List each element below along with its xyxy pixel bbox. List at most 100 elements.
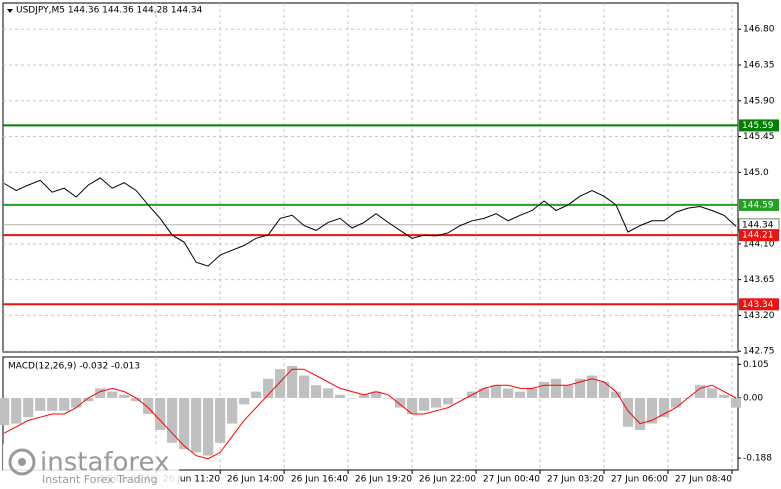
level-box — [739, 298, 779, 311]
y-tick-label: 145.45 — [743, 132, 775, 142]
current-price-label: 144.34 — [742, 220, 774, 230]
histogram-bar — [454, 397, 466, 399]
histogram-bar — [658, 397, 670, 418]
histogram-bar — [574, 378, 586, 398]
histogram-bar — [598, 381, 610, 398]
y-tick-label: 143.65 — [743, 275, 775, 285]
histogram-bar — [730, 397, 742, 408]
histogram-bar — [203, 397, 214, 456]
y-tick-label: 142.75 — [743, 347, 775, 357]
histogram-bar — [694, 385, 706, 398]
histogram-bar — [550, 378, 562, 398]
histogram-bar — [131, 397, 142, 402]
histogram-bar — [718, 394, 730, 398]
histogram-bar — [311, 385, 322, 398]
signal-line — [3, 368, 737, 460]
histogram-bar — [215, 397, 226, 443]
histogram-bar — [251, 391, 262, 398]
y-tick-label: 145.90 — [743, 96, 775, 106]
histogram-bar — [107, 391, 118, 398]
histogram-bar — [239, 397, 250, 405]
logo-tagline: Instant Forex Trading — [42, 473, 158, 486]
price-line — [3, 177, 737, 267]
histogram-bar — [335, 394, 346, 398]
histogram-bar — [514, 391, 526, 398]
level-box — [739, 198, 779, 211]
histogram-bar — [155, 397, 166, 430]
y-tick-label: 146.35 — [743, 61, 775, 71]
histogram-bar — [23, 397, 34, 418]
histogram-bar — [538, 381, 550, 398]
logo-icon — [8, 448, 36, 476]
histogram-bar — [394, 397, 406, 408]
logo: instaforex Instant Forex Trading — [3, 444, 179, 486]
histogram-bar — [646, 397, 658, 424]
histogram-bar — [634, 397, 646, 430]
level-box — [739, 229, 779, 242]
histogram-bar — [167, 397, 178, 443]
histogram-bar — [359, 394, 370, 398]
macd-title: MACD(12,26,9) -0.032 -0.013 — [8, 362, 140, 372]
histogram-bar — [430, 397, 442, 408]
x-tick-label: 26 Jun 16:40 — [291, 475, 348, 485]
histogram-bar — [59, 397, 70, 411]
x-tick-label: 27 Jun 08:40 — [675, 475, 732, 485]
histogram-bar — [35, 397, 46, 411]
price-panel — [2, 2, 739, 353]
x-tick-label: 27 Jun 03:20 — [547, 475, 604, 485]
histogram-bar — [382, 397, 394, 399]
histogram-bar — [478, 388, 490, 398]
level-box — [739, 119, 779, 132]
logo-icon-dot — [18, 458, 26, 466]
histogram-bar — [418, 397, 430, 411]
histogram-bar — [287, 365, 298, 398]
x-tick-label: 27 Jun 06:00 — [611, 475, 668, 485]
histogram-bar — [119, 394, 130, 398]
histogram-bar — [47, 397, 58, 411]
histogram-bar — [442, 397, 454, 405]
histogram-bar — [502, 388, 514, 398]
histogram-bar — [95, 388, 106, 398]
x-tick-label: 26 Jun 22:00 — [419, 475, 476, 485]
histogram-bar — [227, 397, 238, 424]
logo-name: instaforex — [40, 448, 169, 478]
histogram-bar — [347, 397, 358, 399]
histogram-bar — [586, 375, 598, 398]
histogram-bar — [526, 388, 538, 398]
histogram-bar — [299, 375, 310, 398]
histogram-bar — [706, 388, 718, 398]
y-tick-label: 0.00 — [743, 393, 763, 403]
x-tick-label: 26 Jun 11:20 — [163, 475, 220, 485]
histogram-bar — [263, 378, 274, 398]
histogram-bar — [622, 397, 634, 427]
histogram-bar — [490, 385, 502, 398]
chart-title: USDJPY,M5 144.36 144.36 144.28 144.34 — [16, 6, 203, 16]
histogram-bar — [610, 391, 622, 398]
histogram-bar — [323, 388, 334, 398]
histogram-bar — [71, 397, 82, 408]
histogram-bar — [191, 397, 202, 453]
histogram-bar — [83, 397, 94, 402]
y-tick-label: 144.10 — [743, 239, 775, 249]
y-tick-label: 143.20 — [743, 311, 775, 321]
y-tick-label: 0.105 — [743, 360, 769, 370]
x-tick-label: 26 Jun 14:00 — [227, 475, 284, 485]
x-tick-label: 26 Jun 19:20 — [355, 475, 412, 485]
histogram-bar — [11, 397, 22, 424]
layer: 146.80 146.35 145.90 145.45 145.0 144.10 143.6… — [0, 3, 780, 474]
level-label: 145.59 — [742, 121, 774, 131]
level-label: 143.34 — [742, 300, 774, 310]
histogram-bar — [562, 385, 574, 398]
y-tick-label: -0.188 — [743, 454, 772, 464]
level-label: 144.59 — [742, 200, 774, 210]
histogram-bar — [179, 397, 190, 450]
histogram-bar — [275, 369, 286, 398]
histogram-bar — [0, 397, 10, 426]
level-label: 144.21 — [742, 231, 774, 241]
y-tick-label: 145.0 — [743, 168, 769, 178]
symbol-arrow — [7, 9, 13, 13]
histogram-bar — [670, 397, 682, 408]
histogram-bar — [406, 397, 418, 414]
x-tick-label: 27 Jun 00:40 — [483, 475, 540, 485]
